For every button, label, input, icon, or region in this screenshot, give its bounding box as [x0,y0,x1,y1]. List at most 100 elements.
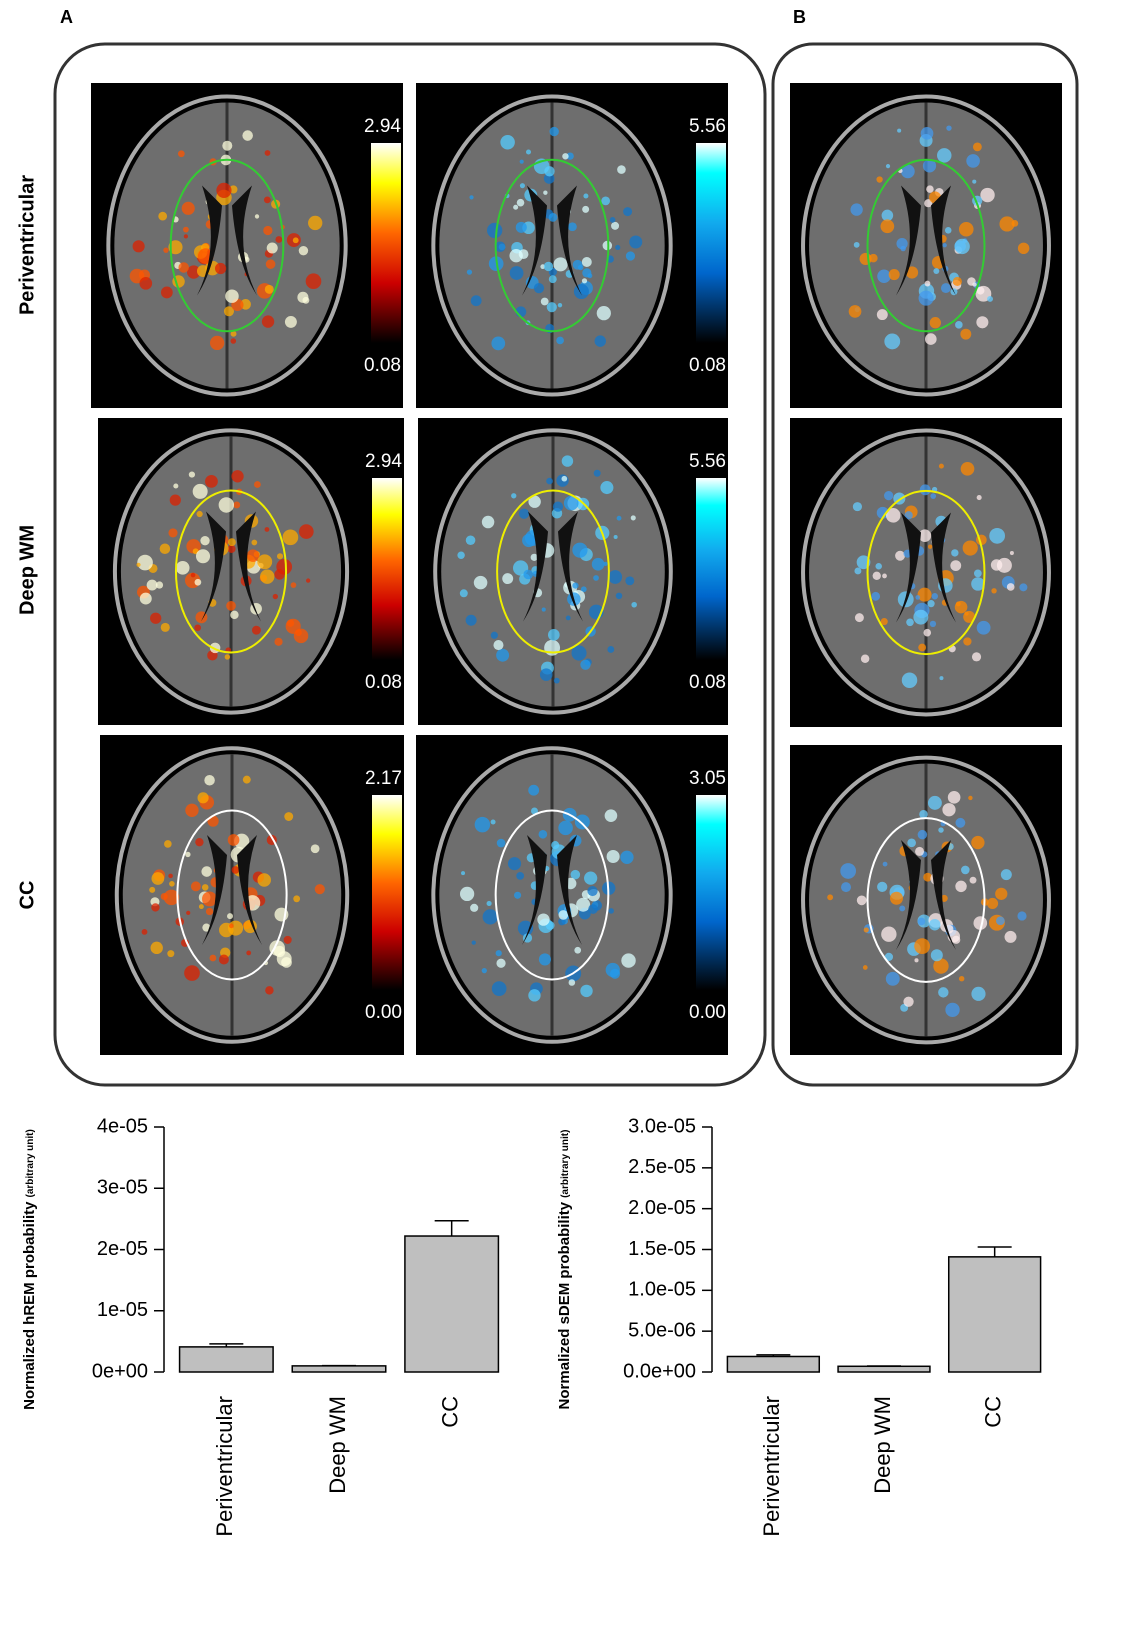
lesion-blob [584,871,598,885]
lesion-blob [620,850,634,864]
lesion-blob [567,222,577,232]
lesion-blob [284,315,297,328]
lesion-blob [298,524,314,539]
lesion-blob [971,835,985,850]
lesion-blob [877,881,888,892]
lesion-blob [198,904,204,910]
lesion-blob [920,127,934,140]
colorbar-label: 2.94 [365,451,402,472]
lesion-blob [242,775,251,784]
lesion-blob [1011,220,1019,227]
lesion-blob [885,971,900,986]
lesion-blob [900,164,915,179]
lesion-blob [314,884,325,895]
lesion-blob [968,795,973,801]
brain-image: 5.56 0.08 [418,418,728,725]
lesion-blob [205,907,214,916]
lesion-blob [186,910,191,916]
ventricle [202,835,262,945]
skull [106,94,348,397]
lesion-blob [880,219,895,234]
lesion-blob [194,578,202,586]
lesion-blob [946,125,952,131]
panel-b-frame [771,42,1079,1087]
lesion-blob [906,618,914,627]
lesion-blob [293,628,309,644]
lesion-blob [169,881,175,887]
lesion-blob [587,273,593,279]
lesion-blob [860,654,870,663]
lesion-blob [895,550,906,561]
bar [726,1355,821,1373]
lesion-blob [885,508,901,523]
lesion-blob [917,587,932,602]
lesion-blob [243,919,257,934]
lesion-blob [195,549,211,564]
lesion-blob [515,221,527,233]
lesion-blob [284,812,294,821]
lesion-blob [546,302,557,313]
lesion-blob [561,475,568,482]
lesion-blob [945,1002,960,1018]
lesion-blob [897,128,902,133]
ventricle [522,835,582,945]
skull [801,428,1051,717]
lesion-blob [509,266,524,280]
lesion-blob [185,851,191,858]
lesion-blob [265,986,274,995]
lesion-blob [601,196,611,206]
lesion-blob [540,297,549,306]
lesion-blob [230,338,237,344]
lesion-blob [931,593,939,600]
brain-image: 2.94 0.08 [98,418,404,725]
lesion-blob [173,483,179,489]
lesion-blob [919,809,928,819]
lesion-blob [486,900,492,907]
skull [114,746,350,1044]
colorbar-label: 3.05 [689,768,726,789]
region-outline [866,158,986,333]
lesion-blob [160,622,170,632]
lesion-blob [840,863,857,879]
lesion-blob [963,637,972,646]
lesion-blob [913,609,929,625]
lesion-blob [926,185,934,193]
lesion-blob [209,954,217,962]
x-tick-label: Deep WM [870,1396,895,1494]
lesion-blob [518,508,530,519]
lesion-blob [933,268,940,275]
lesion-blob [955,321,963,329]
row-label: CC [16,881,38,910]
lesion-blob [976,494,982,501]
lesion-blob [224,654,231,660]
lesion-blob [853,241,860,248]
lesion-blob [264,527,270,532]
lesion-blob [966,154,980,168]
lesion-blob [899,905,906,912]
lesion-blob [519,183,526,189]
lesion-blob [973,569,982,578]
lesion-blob [942,803,956,817]
lesion-blob [149,886,156,893]
lesion-blob [168,873,173,879]
lesion-blob [514,891,522,899]
lesion-blob [593,575,599,581]
lesion-blob [604,809,618,822]
lesion-blob [570,869,581,880]
lesion-blob [930,949,943,962]
ventricle [201,511,261,622]
lesion-blob [901,672,918,688]
lesion-blob [470,295,482,307]
y-axis-label: Normalized hREM probability (arbitrary un… [21,1129,38,1410]
lesion-blob [132,240,145,253]
lesion-blob [905,266,919,279]
lesion-blob [572,582,579,589]
brain-image: 2.17 0.00 [100,735,404,1055]
lesion-blob [528,784,540,796]
lesion-blob [925,333,937,345]
lesion-blob [553,257,568,272]
colorbar-label: 0.08 [364,355,401,376]
lesion-blob [616,515,622,521]
lesion-blob [947,791,961,804]
